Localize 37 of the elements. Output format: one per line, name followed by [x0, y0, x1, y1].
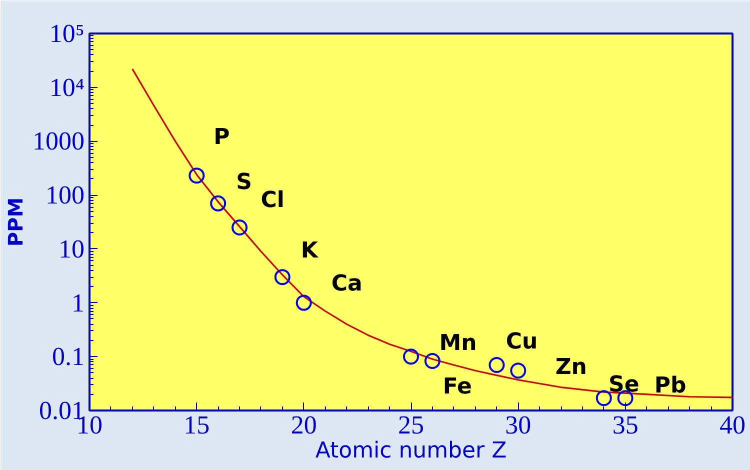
point — [188, 168, 205, 184]
point — [510, 362, 526, 379]
point — [488, 357, 505, 373]
annotation: Ca — [331, 271, 362, 296]
y-tick-label: 1000 — [32, 126, 84, 156]
annotation: S — [236, 170, 252, 195]
annotation: P — [214, 125, 230, 150]
point — [210, 195, 226, 212]
annotation: Cl — [260, 188, 284, 213]
x-tick-label: 35 — [612, 410, 638, 440]
point — [296, 294, 312, 311]
annotation: Cu — [506, 329, 538, 354]
x-tick-label: 25 — [398, 410, 424, 440]
y-tick-label: 10 — [58, 234, 84, 264]
x-tick-label: 40 — [720, 410, 746, 440]
point — [424, 353, 440, 369]
y-tick-label: 1 — [72, 288, 84, 318]
point — [403, 348, 419, 365]
annotation: K — [300, 238, 319, 264]
y-tick-label: 10⁵ — [49, 19, 85, 48]
annotation: Fe — [442, 374, 472, 400]
annotation: Se — [608, 372, 640, 398]
x-tick-label: 30 — [505, 410, 532, 440]
y-tick-label: 10⁴ — [49, 72, 85, 102]
y-tick-label: 0.1 — [52, 342, 84, 372]
point — [274, 269, 290, 286]
annotation: Mn — [439, 331, 477, 356]
x-tick-label: 15 — [184, 410, 210, 440]
annotation: Pb — [654, 374, 686, 399]
y-axis-title: PPM — [4, 197, 28, 247]
line-series — [132, 68, 732, 398]
point — [596, 390, 612, 406]
annotation: Zn — [555, 355, 587, 380]
point — [232, 220, 248, 236]
x-tick-label: 20 — [290, 410, 317, 440]
y-tick-label: 100 — [46, 180, 84, 210]
x-axis-title: Atomic number Z — [315, 438, 507, 464]
